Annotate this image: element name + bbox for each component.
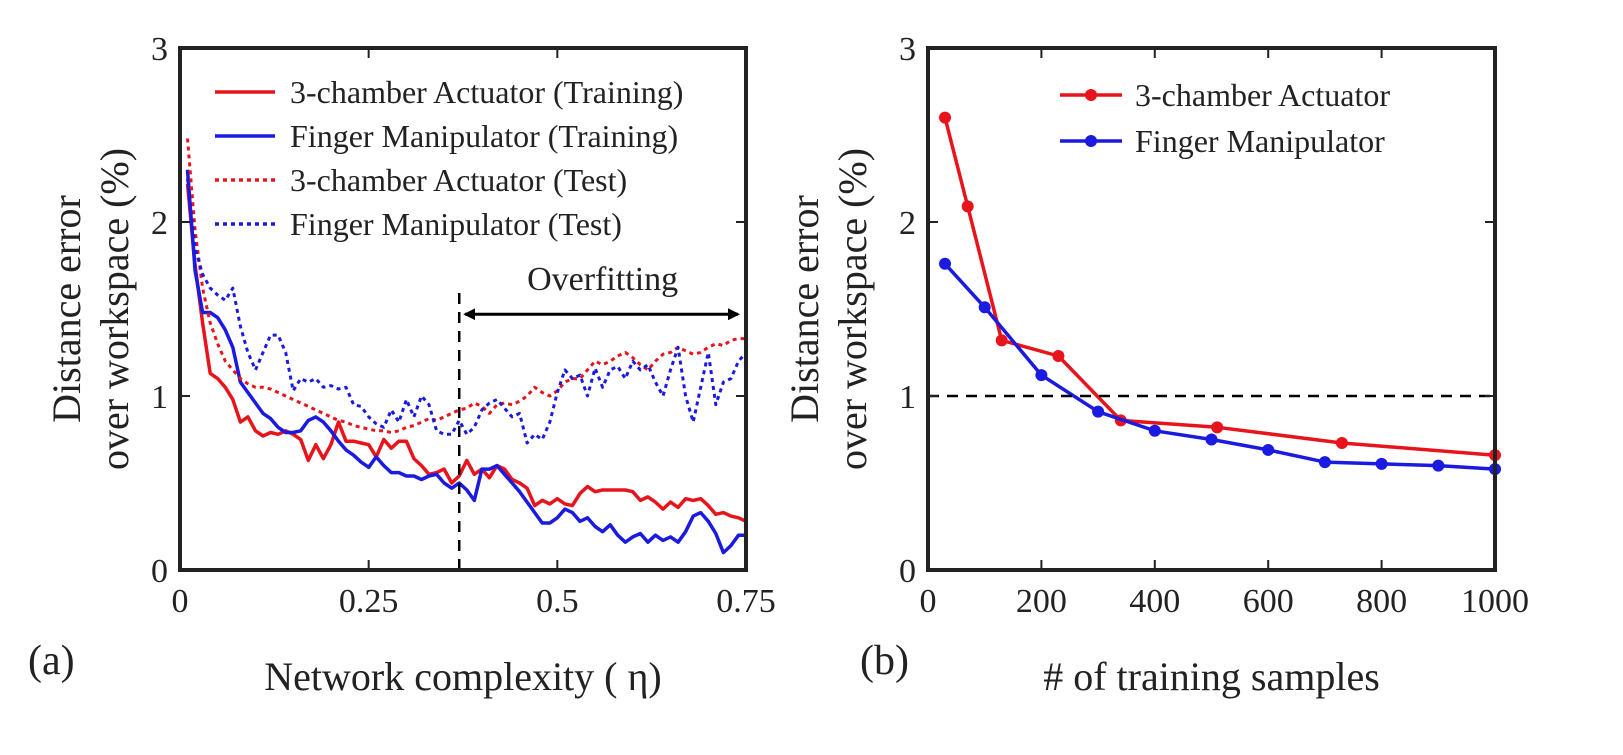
y-tick-label: 1 bbox=[151, 379, 168, 416]
series-line-b-1 bbox=[943, 262, 1496, 471]
data-point-b-0-3 bbox=[1052, 349, 1065, 362]
data-point-b-0-1 bbox=[961, 200, 974, 213]
x-tick-label: 0 bbox=[172, 583, 189, 620]
x-tick-label: 0.5 bbox=[536, 583, 579, 620]
panel-b-y-label-line1: Distance error bbox=[782, 195, 827, 423]
legend-label: 3-chamber Actuator bbox=[1135, 77, 1390, 113]
panel-b-frame bbox=[926, 46, 1497, 572]
data-point-b-0-2 bbox=[995, 334, 1008, 347]
data-point-b-1-6 bbox=[1262, 443, 1275, 456]
panel-a-y-label-line1: Distance error bbox=[44, 195, 89, 423]
legend-label: Finger Manipulator (Test) bbox=[290, 206, 622, 242]
series-line-a-0 bbox=[185, 183, 747, 523]
overfitting-label: Overfitting bbox=[527, 261, 678, 298]
x-tick-label: 0 bbox=[920, 583, 937, 620]
panel-a-y-ticks: 0 1 2 3 bbox=[151, 31, 746, 590]
panel-b-x-label: # of training samples bbox=[1043, 654, 1380, 699]
data-point-b-0-0 bbox=[939, 111, 952, 124]
y-tick-label: 1 bbox=[899, 379, 916, 416]
y-tick-label: 2 bbox=[899, 205, 916, 242]
panel-b: 0 200 400 600 800 1000 0 1 2 3 3-chamber Actuato… bbox=[782, 31, 1529, 699]
x-tick-label: 0.25 bbox=[339, 583, 399, 620]
data-point-b-1-2 bbox=[1035, 369, 1048, 382]
x-tick-label: 1000 bbox=[1461, 583, 1529, 620]
series-line-a-1 bbox=[185, 169, 746, 555]
panel-a-plot-area bbox=[185, 138, 748, 555]
data-point-b-0-6 bbox=[1335, 436, 1348, 449]
data-point-b-1-7 bbox=[1318, 456, 1331, 469]
x-tick-label: 400 bbox=[1129, 583, 1180, 620]
panel-b-legend: 3-chamber Actuator Finger Manipulator bbox=[1060, 77, 1390, 159]
legend-label: 3-chamber Actuator (Test) bbox=[290, 162, 627, 198]
panel-a-frame bbox=[178, 46, 748, 572]
panel-b-y-ticks: 0 1 2 3 bbox=[899, 31, 1495, 590]
panel-a-label: (a) bbox=[28, 638, 75, 684]
data-point-b-1-4 bbox=[1148, 424, 1161, 437]
data-point-b-1-8 bbox=[1375, 457, 1388, 470]
y-tick-label: 0 bbox=[899, 553, 916, 590]
x-tick-label: 800 bbox=[1356, 583, 1407, 620]
panel-a-x-ticks: 0 0.25 0.5 0.75 bbox=[172, 48, 776, 620]
panel-b-x-ticks: 0 200 400 600 800 1000 bbox=[920, 48, 1529, 620]
panel-a-legend: 3-chamber Actuator (Training) Finger Mani… bbox=[215, 74, 683, 242]
y-tick-label: 2 bbox=[151, 205, 168, 242]
y-tick-label: 3 bbox=[151, 31, 168, 68]
data-point-b-0-5 bbox=[1211, 421, 1224, 434]
panel-a-x-label: Network complexity ( η) bbox=[264, 654, 661, 699]
legend-label: Finger Manipulator bbox=[1135, 123, 1385, 159]
y-tick-label: 3 bbox=[899, 31, 916, 68]
x-tick-label: 200 bbox=[1016, 583, 1067, 620]
panel-a: Overfitting 0 0.25 0.5 0.75 0 1 2 3 3-chamber … bbox=[28, 31, 776, 699]
panel-b-y-label-line2: over workspace (%) bbox=[830, 148, 875, 470]
legend-label: 3-chamber Actuator (Training) bbox=[290, 74, 683, 110]
legend-marker bbox=[1085, 135, 1097, 147]
data-point-b-1-9 bbox=[1432, 459, 1445, 472]
legend-marker bbox=[1085, 89, 1097, 101]
x-tick-label: 0.75 bbox=[716, 583, 776, 620]
data-point-b-1-0 bbox=[939, 257, 952, 270]
legend-label: Finger Manipulator (Training) bbox=[290, 118, 678, 154]
data-point-b-1-3 bbox=[1092, 405, 1105, 418]
panel-a-y-label-line2: over workspace (%) bbox=[92, 148, 137, 470]
data-point-b-1-1 bbox=[978, 301, 991, 314]
series-line-b-0 bbox=[943, 117, 1496, 457]
panel-b-plot-area bbox=[939, 111, 1501, 476]
data-point-b-1-5 bbox=[1205, 433, 1218, 446]
x-tick-label: 600 bbox=[1243, 583, 1294, 620]
panel-b-label: (b) bbox=[860, 638, 909, 684]
series-line-a-3 bbox=[186, 178, 748, 445]
y-tick-label: 0 bbox=[151, 553, 168, 590]
